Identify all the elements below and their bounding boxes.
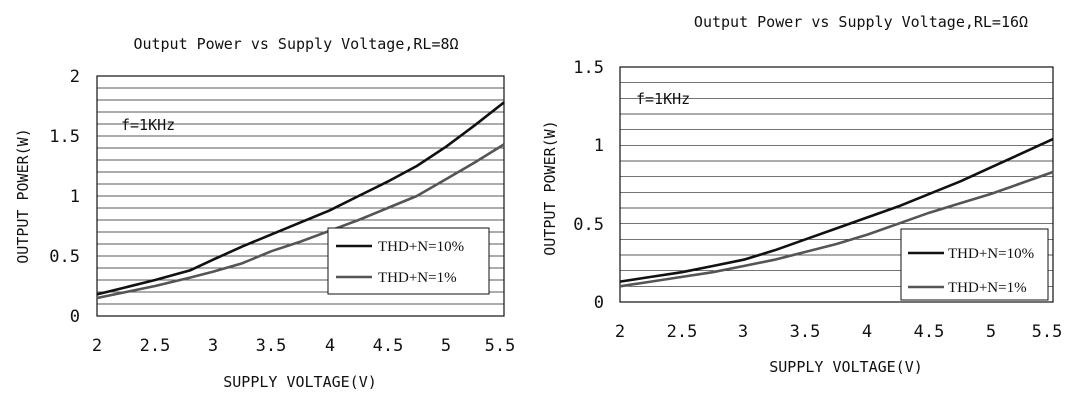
x-axis-label: SUPPLY VOLTAGE(V) (769, 358, 923, 376)
x-tick-label: 5 (441, 336, 451, 356)
x-tick-label: 5 (986, 322, 996, 342)
x-tick-label: 2.5 (667, 322, 698, 342)
chart-rl16: Output Power vs Supply Voltage,RL=16Ω 0 … (541, 13, 1062, 376)
x-axis-label: SUPPLY VOLTAGE(V) (223, 373, 377, 391)
grid (97, 87, 504, 305)
x-tick-label: 5.5 (485, 336, 516, 356)
x-tick-label: 4 (325, 336, 335, 356)
y-tick-label: 1 (70, 187, 80, 207)
y-tick-label: 0 (594, 293, 604, 313)
series-lines (619, 137, 1054, 288)
y-tick-labels: 0 0.5 1 1.5 (573, 58, 604, 313)
legend-label-thd10: THD+N=10% (378, 239, 464, 255)
y-tick-label: 1 (594, 136, 604, 156)
legend: THD+N=10% THD+N=1% (327, 227, 490, 295)
x-tick-labels: 2 2.5 3 3.5 4 4.5 5 5.5 (615, 322, 1062, 342)
series-line-thd1 (619, 170, 1054, 288)
x-tick-label: 3.5 (256, 336, 287, 356)
y-axis-label: OUTPUT POWER(W) (541, 120, 559, 255)
x-tick-label: 4.5 (373, 336, 404, 356)
y-tick-label: 0.5 (49, 247, 80, 267)
x-tick-label: 3 (738, 322, 748, 342)
x-tick-label: 3.5 (790, 322, 821, 342)
series-line-thd1 (96, 143, 505, 300)
frequency-annotation: f=1KHz (121, 116, 175, 134)
x-tick-label: 2.5 (140, 336, 171, 356)
x-tick-label: 2 (92, 336, 102, 356)
y-axis-label: OUTPUT POWER(W) (14, 128, 32, 263)
x-tick-label: 4.5 (914, 322, 945, 342)
y-tick-labels: 0 0.5 1 1.5 2 (49, 67, 80, 327)
frequency-annotation: f=1KHz (636, 90, 690, 108)
plot-frame (619, 66, 1054, 303)
x-tick-label: 2 (615, 322, 625, 342)
series-lines (96, 101, 505, 300)
legend-label-thd1: THD+N=1% (378, 270, 457, 286)
legend-box (327, 227, 490, 295)
x-tick-label: 4 (862, 322, 872, 342)
plot-frame (96, 75, 505, 317)
chart-title: Output Power vs Supply Voltage,RL=16Ω (694, 13, 1028, 31)
series-line-thd10 (619, 137, 1054, 283)
legend-label-thd10: THD+N=10% (948, 246, 1034, 262)
y-tick-label: 0 (70, 307, 80, 327)
x-tick-labels: 2 2.5 3 3.5 4 4.5 5 5.5 (92, 336, 515, 356)
x-tick-label: 5.5 (1032, 322, 1063, 342)
series-line-thd10 (96, 101, 505, 296)
y-tick-label: 2 (70, 67, 80, 87)
chart-rl8: Output Power vs Supply Voltage,RL=8Ω 0 0… (14, 35, 515, 391)
legend-label-thd1: THD+N=1% (948, 280, 1027, 296)
x-tick-label: 3 (208, 336, 218, 356)
chart-title: Output Power vs Supply Voltage,RL=8Ω (133, 35, 458, 53)
y-tick-label: 1.5 (573, 58, 604, 78)
legend: THD+N=10% THD+N=1% (900, 228, 1049, 301)
y-tick-label: 1.5 (49, 127, 80, 147)
y-tick-label: 0.5 (573, 215, 604, 235)
